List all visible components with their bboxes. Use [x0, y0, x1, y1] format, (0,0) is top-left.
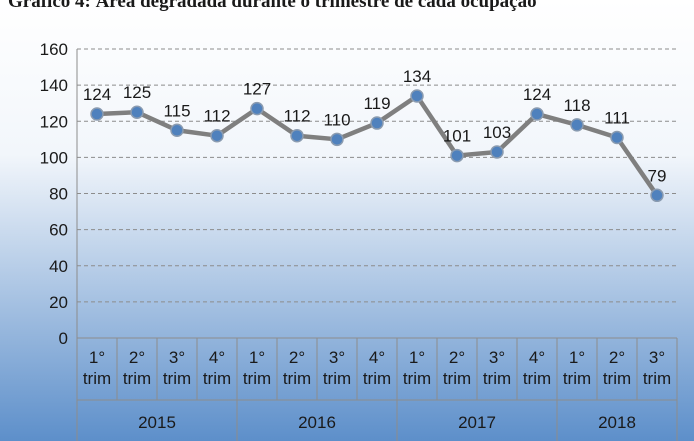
group-label: 2015: [138, 413, 176, 432]
x-tick-label: 2° trim: [283, 348, 311, 388]
data-label: 112: [203, 107, 230, 126]
x-tick-label: 3° trim: [483, 348, 511, 388]
data-label: 112: [283, 107, 310, 126]
marker: [570, 118, 584, 132]
marker: [170, 123, 184, 138]
x-tick-label: 1° trim: [403, 348, 431, 388]
marker: [210, 128, 224, 143]
y-tick-label: 40: [49, 257, 68, 276]
x-tick-label: 4° trim: [363, 348, 391, 388]
x-tick-label: 3° trim: [643, 348, 671, 388]
x-tick-label: 2° trim: [123, 348, 151, 388]
chart-title: Gráfico 4: Área degradada durante o trim…: [8, 0, 537, 12]
x-tick-label: 4° trim: [203, 348, 231, 388]
y-tick-label: 160: [40, 40, 68, 59]
data-label: 101: [443, 127, 471, 146]
marker: [650, 188, 664, 203]
data-label: 79: [648, 166, 667, 185]
x-tick-label: 1° trim: [83, 348, 111, 388]
marker: [410, 89, 424, 103]
y-tick-label: 120: [40, 112, 68, 131]
y-tick-label: 0: [59, 329, 68, 348]
data-label: 127: [243, 80, 271, 99]
marker: [130, 105, 144, 119]
y-tick-label: 20: [49, 293, 68, 312]
marker: [490, 145, 504, 159]
marker: [530, 107, 544, 121]
data-label: 103: [483, 123, 511, 142]
data-label: 118: [563, 96, 590, 115]
x-tick-label: 1° trim: [563, 348, 591, 388]
x-tick-label: 1° trim: [243, 348, 271, 388]
group-label: 2018: [598, 413, 636, 432]
data-label: 110: [323, 110, 350, 129]
data-label: 119: [363, 94, 390, 113]
marker: [330, 132, 344, 147]
marker: [290, 128, 304, 143]
y-tick-label: 100: [40, 148, 68, 167]
x-tick-label: 2° trim: [443, 348, 471, 388]
x-tick-label: 3° trim: [323, 348, 351, 388]
data-label: 111: [604, 109, 630, 128]
group-label: 2017: [458, 413, 496, 432]
y-tick-label: 80: [49, 185, 68, 204]
group-label: 2016: [298, 413, 336, 432]
marker: [450, 148, 464, 163]
data-label: 115: [163, 101, 190, 120]
x-tick-label: 3° trim: [163, 348, 191, 388]
y-tick-label: 60: [49, 221, 68, 240]
marker: [370, 116, 384, 130]
y-tick-label: 140: [40, 76, 68, 95]
marker: [610, 130, 624, 145]
data-label: 125: [123, 83, 151, 102]
data-label: 124: [523, 85, 551, 104]
marker: [90, 107, 104, 121]
data-label: 134: [403, 67, 431, 86]
data-label: 124: [83, 85, 111, 104]
x-tick-label: 2° trim: [603, 348, 631, 388]
x-tick-label: 4° trim: [523, 348, 551, 388]
marker: [250, 101, 264, 116]
